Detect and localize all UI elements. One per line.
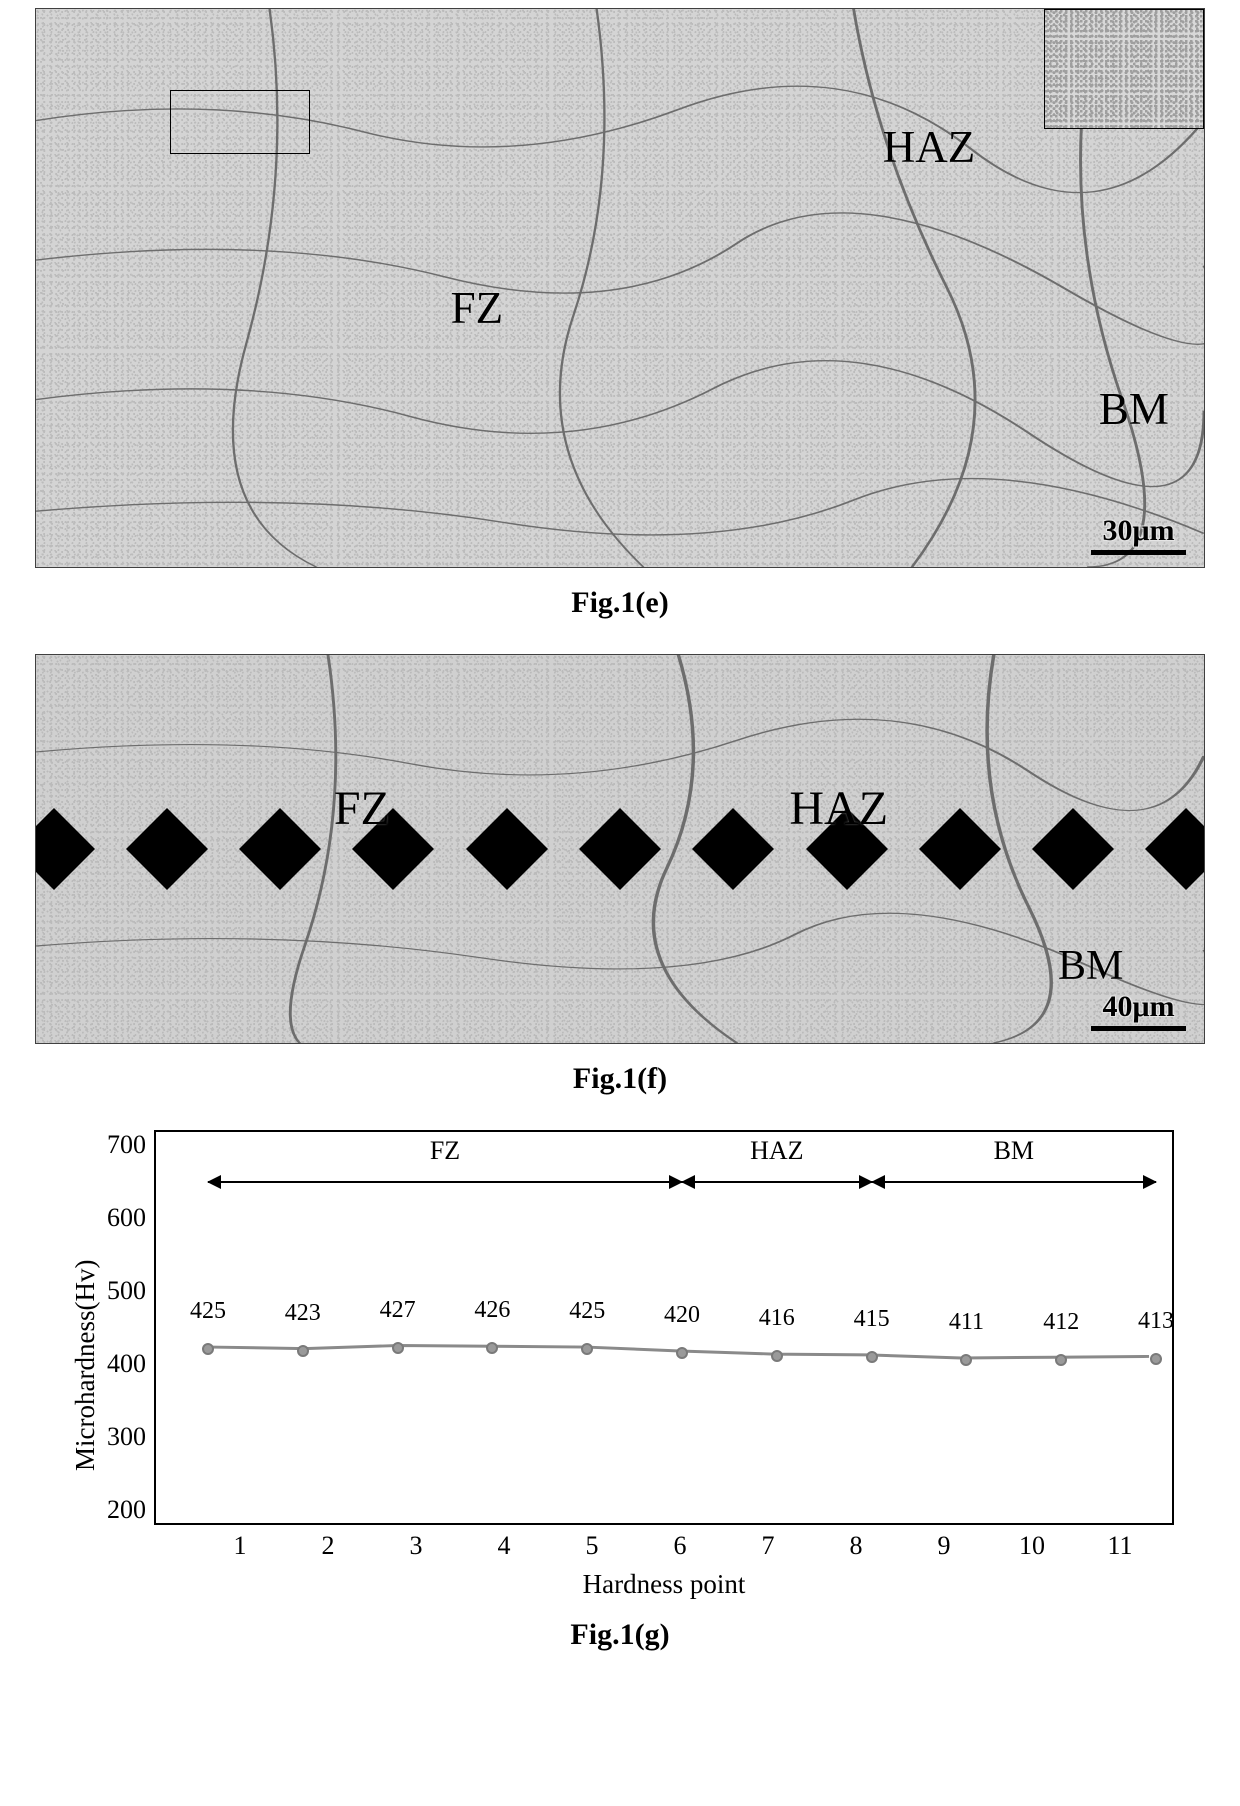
- data-marker: [960, 1354, 972, 1366]
- y-tick: 200: [107, 1495, 146, 1525]
- zone-label-bm: BM: [1099, 383, 1169, 435]
- data-label: 412: [1043, 1309, 1079, 1336]
- data-label: 411: [949, 1309, 984, 1336]
- y-ticks: 700 600 500 400 300 200: [101, 1130, 154, 1525]
- x-axis-label: Hardness point: [154, 1569, 1174, 1600]
- x-tick: 2: [284, 1531, 372, 1561]
- data-label: 413: [1138, 1308, 1174, 1335]
- y-tick: 400: [107, 1349, 146, 1379]
- y-axis-label: Microhardness(Hv): [66, 1130, 101, 1600]
- region-label: BM: [994, 1136, 1034, 1166]
- x-tick: 9: [900, 1531, 988, 1561]
- data-label: 427: [380, 1297, 416, 1324]
- data-label: 426: [474, 1297, 510, 1324]
- x-ticks: 1234567891011: [154, 1531, 1174, 1561]
- data-marker: [202, 1343, 214, 1355]
- region-range-arrow: [872, 1181, 1156, 1183]
- zone-label-haz: HAZ: [883, 121, 975, 173]
- x-tick: 6: [636, 1531, 724, 1561]
- hardness-chart: Microhardness(Hv) 700 600 500 400 300 200 FZ H…: [35, 1130, 1205, 1600]
- y-tick: 500: [107, 1276, 146, 1306]
- data-label: 425: [190, 1298, 226, 1325]
- data-marker: [581, 1343, 593, 1355]
- x-tick: 8: [812, 1531, 900, 1561]
- region-label: FZ: [430, 1136, 460, 1166]
- data-label: 415: [854, 1306, 890, 1333]
- data-marker: [1055, 1354, 1067, 1366]
- scale-text: 30μm: [1103, 514, 1175, 548]
- region-label: HAZ: [750, 1136, 803, 1166]
- region-range-arrow: [208, 1181, 682, 1183]
- data-marker: [676, 1347, 688, 1359]
- data-marker: [297, 1345, 309, 1357]
- zone-label-bm: BM: [1058, 942, 1123, 990]
- x-tick: 3: [372, 1531, 460, 1561]
- scale-line: [1091, 1026, 1186, 1031]
- scale-text: 40μm: [1103, 990, 1175, 1024]
- data-label: 423: [285, 1300, 321, 1327]
- roi-rectangle: [170, 90, 310, 154]
- data-marker: [771, 1350, 783, 1362]
- x-tick: 1: [196, 1531, 284, 1561]
- plot-area: FZ HAZ BM 425 423 427 426 425 420 416 415 411 412 413: [154, 1130, 1174, 1525]
- scale-bar-e: 30μm: [1091, 514, 1186, 555]
- data-label: 425: [569, 1298, 605, 1325]
- x-tick: 11: [1076, 1531, 1164, 1561]
- y-tick: 600: [107, 1203, 146, 1233]
- data-marker: [866, 1351, 878, 1363]
- y-tick: 300: [107, 1422, 146, 1452]
- zone-label-fz: FZ: [451, 282, 504, 334]
- data-marker: [486, 1342, 498, 1354]
- x-tick: 5: [548, 1531, 636, 1561]
- data-marker: [392, 1342, 404, 1354]
- x-tick: 7: [724, 1531, 812, 1561]
- micrograph-fig1f: FZ HAZ BM 40μm: [35, 654, 1205, 1044]
- caption-fig1g: Fig.1(g): [35, 1618, 1205, 1652]
- region-range-arrow: [682, 1181, 872, 1183]
- scale-line: [1091, 550, 1186, 555]
- data-label: 416: [759, 1305, 795, 1332]
- x-tick: 4: [460, 1531, 548, 1561]
- data-label: 420: [664, 1302, 700, 1329]
- zone-label-haz: HAZ: [789, 781, 888, 836]
- scale-bar-f: 40μm: [1091, 990, 1186, 1031]
- data-marker: [1150, 1353, 1162, 1365]
- caption-fig1f: Fig.1(f): [35, 1062, 1205, 1096]
- grain-boundaries-f: [36, 655, 1204, 1043]
- y-tick: 700: [107, 1130, 146, 1160]
- micrograph-fig1e: FZ HAZ BM 30μm: [35, 8, 1205, 568]
- magnified-inset: [1044, 9, 1204, 129]
- zone-label-fz: FZ: [334, 781, 390, 836]
- x-tick: 10: [988, 1531, 1076, 1561]
- caption-fig1e: Fig.1(e): [35, 586, 1205, 620]
